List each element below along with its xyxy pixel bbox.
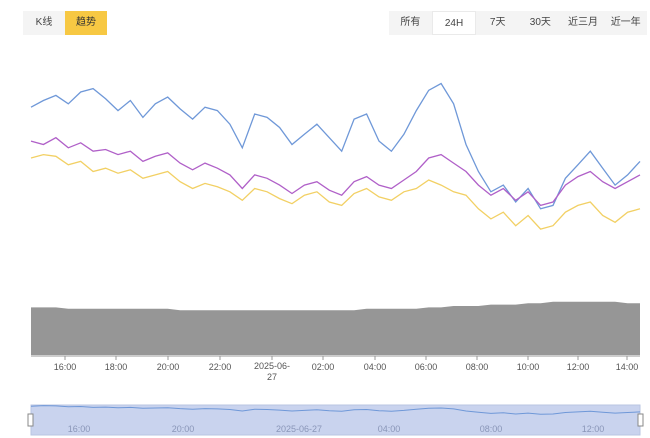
x-tick-label-3: 22:00	[209, 362, 232, 372]
view-tabs: K线 趋势	[23, 11, 107, 35]
range-tab-24h[interactable]: 24H	[431, 11, 477, 35]
x-tick-label-7: 06:00	[415, 362, 438, 372]
x-tick-label-5: 02:00	[312, 362, 335, 372]
zoom-slider-label-0: 16:00	[68, 424, 91, 434]
x-tick-label-6: 04:00	[364, 362, 387, 372]
zoom-handle-right[interactable]	[637, 413, 644, 427]
tab-kline[interactable]: K线	[23, 11, 65, 35]
x-tick-label-2: 20:00	[157, 362, 180, 372]
zoom-slider-label-2: 2025-06-27	[276, 424, 322, 434]
x-tick-label-4: 2025-06-27	[254, 361, 290, 382]
series-line-0	[30, 82, 641, 210]
zoom-slider-label-3: 04:00	[378, 424, 401, 434]
x-tick-label-11: 14:00	[616, 362, 639, 372]
zoom-slider-line	[30, 405, 641, 415]
x-tick-label-1: 18:00	[105, 362, 128, 372]
series-line-1	[30, 136, 641, 207]
volume-area	[31, 301, 640, 355]
zoom-slider-window	[30, 404, 641, 436]
x-tick-label-10: 12:00	[567, 362, 590, 372]
range-tab-30d[interactable]: 30天	[529, 17, 551, 28]
range-tabs: 所有 24H 7天 30天 近三月 近一年	[389, 11, 647, 35]
zoom-slider-label-5: 12:00	[582, 424, 605, 434]
range-tab-3m[interactable]: 近三月	[568, 17, 599, 28]
zoom-slider-label-4: 08:00	[480, 424, 503, 434]
range-tab-1y[interactable]: 近一年	[610, 17, 641, 28]
x-tick-label-9: 10:00	[517, 362, 540, 372]
range-tab-7d[interactable]: 7天	[489, 17, 506, 28]
tab-trend[interactable]: 趋势	[65, 11, 107, 35]
range-tab-all[interactable]: 所有	[400, 17, 421, 28]
zoom-handle-left[interactable]	[27, 413, 34, 427]
x-tick-label-8: 08:00	[466, 362, 489, 372]
x-tick-label-0: 16:00	[54, 362, 77, 372]
series-line-2	[30, 153, 641, 230]
zoom-slider-label-1: 20:00	[172, 424, 195, 434]
